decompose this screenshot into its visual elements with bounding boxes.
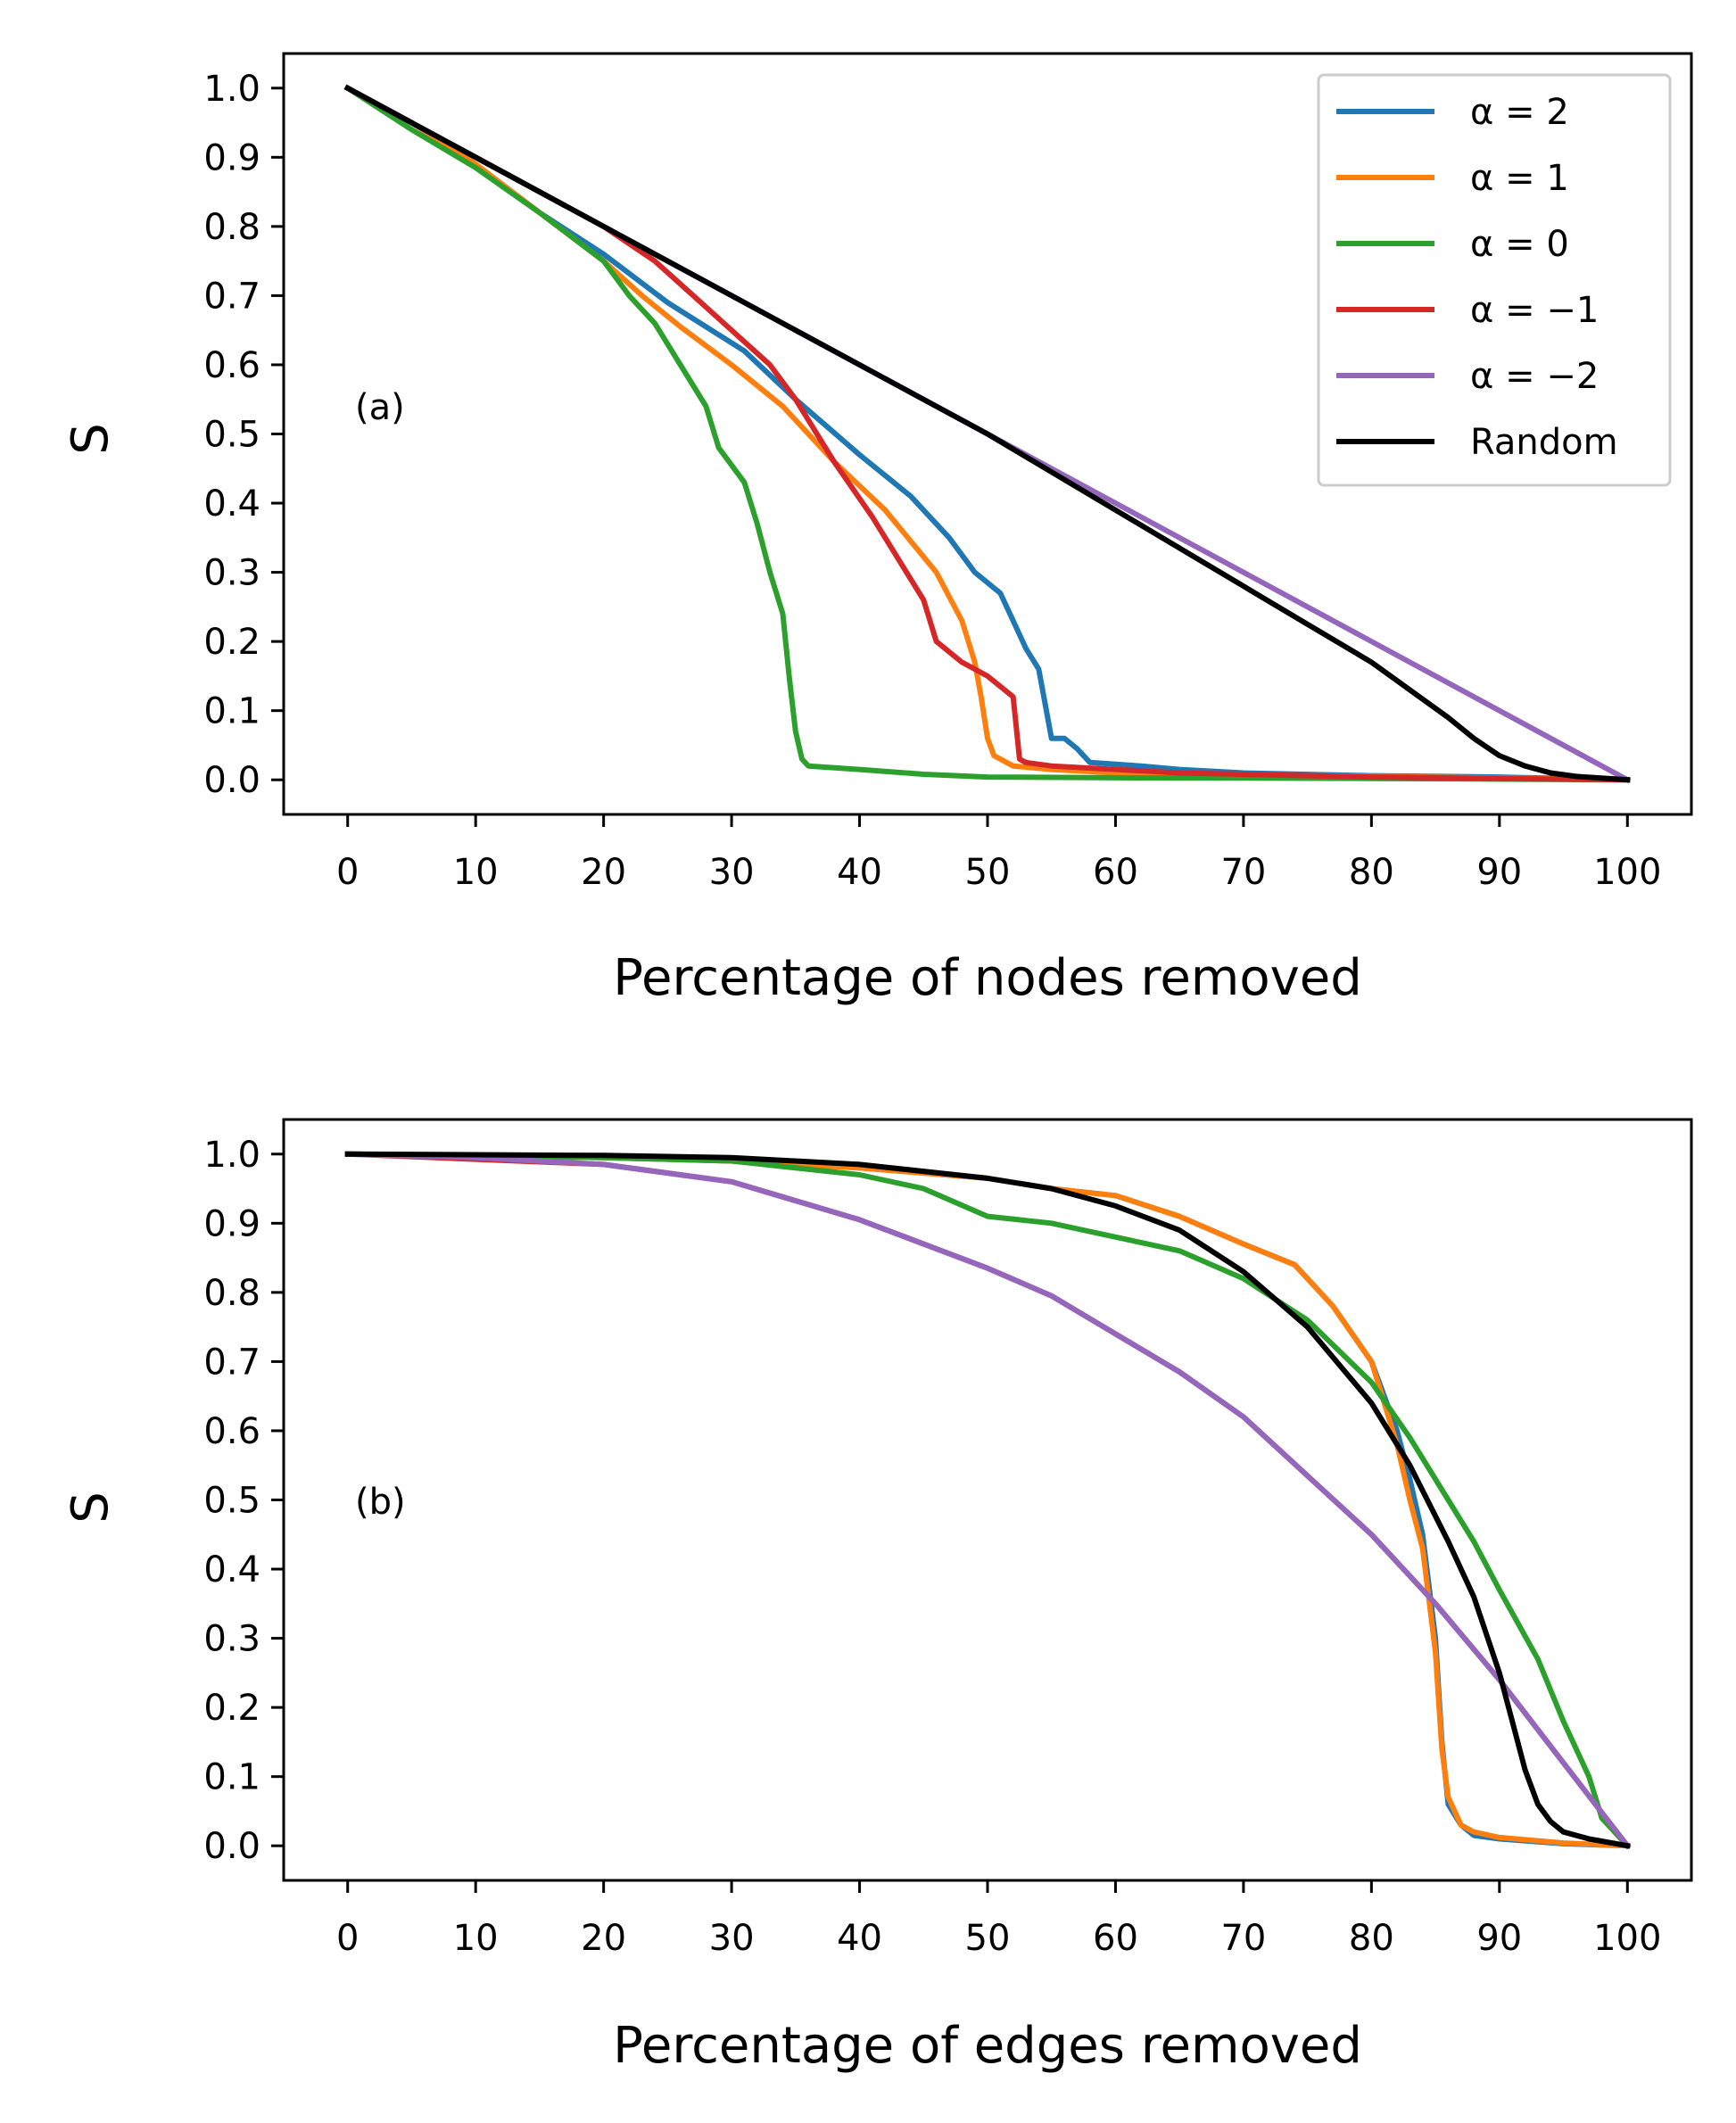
panel-a-x-tick-label: 90 (1476, 852, 1522, 893)
panel-a-x-tick-label: 40 (837, 852, 882, 893)
panel-a-x-axis-title: Percentage of nodes removed (613, 949, 1362, 1007)
panel-b-y-tick-label: 0.4 (203, 1549, 260, 1590)
panel-b-x-tick-label: 80 (1349, 1918, 1394, 1959)
legend-entry-alpha-1: α = 1 (1336, 158, 1569, 199)
panel-b-x-ticks: 0 10 20 30 40 50 60 70 80 90 100 (336, 1880, 1661, 1959)
svg-text:α = −2: α = −2 (1470, 356, 1599, 397)
panel-a-x-tick-label: 50 (965, 852, 1011, 893)
panel-b-y-tick-label: 0.9 (203, 1203, 260, 1244)
panel-a-y-tick-label: 0.1 (203, 691, 260, 732)
panel-b-y-tick-label: 0.2 (203, 1688, 260, 1729)
legend-entry-alpha-minus-2: α = −2 (1336, 356, 1599, 397)
panel-a-x-tick-label: 10 (453, 852, 499, 893)
panel-a-y-tick-label: 0.5 (203, 415, 260, 456)
panel-b-y-tick-label: 0.3 (203, 1619, 260, 1660)
panel-a-x-tick-label: 80 (1349, 852, 1394, 893)
panel-a-x-ticks: 0 10 20 30 40 50 60 70 80 90 100 (336, 814, 1661, 893)
panel-b-x-tick-label: 50 (965, 1918, 1011, 1959)
panel-a-y-tick-label: 0.3 (203, 553, 260, 594)
panel-b-x-tick-label: 0 (336, 1918, 359, 1959)
panel-a-x-tick-label: 0 (336, 852, 359, 893)
svg-text:α = −1: α = −1 (1470, 290, 1599, 331)
legend-entry-alpha-0: α = 0 (1336, 224, 1569, 265)
panel-a-label: (a) (355, 387, 405, 428)
panel-a-y-tick-label: 1.0 (203, 69, 260, 110)
panel-a-y-tick-label: 0.2 (203, 622, 260, 663)
panel-a-series (343, 84, 1632, 784)
panel-b-y-tick-label: 0.8 (203, 1273, 260, 1314)
panel-a-y-tick-label: 0.4 (203, 483, 260, 525)
svg-text:Random: Random (1470, 422, 1618, 463)
panel-a-x-tick-label: 100 (1593, 852, 1661, 893)
panel-b-series-random (344, 1151, 1631, 1849)
panel-b: 0 10 20 30 40 50 60 70 80 90 100 0.00.10.20.30.40.… (62, 1118, 1693, 2075)
panel-b-series (344, 1151, 1632, 1850)
panel-b-y-axis-title: S (62, 1491, 120, 1524)
panel-b-y-tick-label: 0.0 (203, 1826, 260, 1867)
panel-b-series-alpha-m2 (344, 1151, 1632, 1850)
svg-text:α = 2: α = 2 (1470, 92, 1569, 133)
panel-b-x-tick-label: 90 (1476, 1918, 1522, 1959)
panel-b-y-tick-label: 1.0 (203, 1135, 260, 1176)
panel-b-x-tick-label: 100 (1593, 1918, 1661, 1959)
panel-b-x-tick-label: 20 (581, 1918, 626, 1959)
panel-b-x-tick-label: 30 (709, 1918, 755, 1959)
panel-a-x-tick-label: 30 (709, 852, 755, 893)
panel-b-y-tick-label: 0.6 (203, 1411, 260, 1452)
panel-b-label: (b) (355, 1482, 406, 1523)
panel-b-y-tick-label: 0.5 (203, 1481, 260, 1522)
panel-a-series-random (343, 84, 1631, 783)
panel-b-x-tick-label: 60 (1093, 1918, 1138, 1959)
panel-a-y-axis-title: S (62, 423, 120, 455)
panel-a-y-tick-label: 0.8 (203, 207, 260, 248)
legend-entry-alpha-minus-1: α = −1 (1336, 290, 1599, 331)
panel-a-series-alpha-0 (343, 84, 1631, 783)
legend-entry-alpha-2: α = 2 (1336, 92, 1569, 133)
panel-b-x-tick-label: 70 (1220, 1918, 1266, 1959)
legend: α = 2 α = 1 α = 0 α = −1 α = −2 Random (1317, 73, 1672, 487)
panel-a-series-alpha-2 (343, 84, 1631, 783)
panel-a-x-tick-label: 20 (581, 852, 626, 893)
panel-a-y-tick-label: 0.7 (203, 276, 260, 317)
panel-b-x-tick-label: 10 (453, 1918, 499, 1959)
panel-b-y-tick-label: 0.1 (203, 1757, 260, 1798)
panel-b-x-tick-label: 40 (837, 1918, 882, 1959)
panel-b-y-ticks: 0.0 0.1 0.2 0.3 0.4 0.5 0.6 0.7 0.8 0.9 1.0 (203, 1135, 284, 1867)
panel-a: 0 10 20 30 40 50 60 70 80 90 100 0.00.10.20.30.40.… (62, 52, 1693, 1007)
svg-text:α = 0: α = 0 (1470, 224, 1569, 265)
panel-a-x-tick-label: 60 (1093, 852, 1138, 893)
panel-a-y-ticks: 0.0 0.1 0.2 0.3 0.4 0.5 0.6 0.7 0.8 0.9 1.0 (203, 69, 284, 801)
svg-text:α = 1: α = 1 (1470, 158, 1569, 199)
panel-b-y-tick-label: 0.7 (203, 1342, 260, 1383)
panel-a-series-alpha-m1 (343, 84, 1631, 783)
panel-b-x-axis-title: Percentage of edges removed (613, 2017, 1362, 2075)
panel-a-y-tick-label: 0.9 (203, 137, 260, 178)
legend-entry-random: Random (1336, 422, 1618, 463)
panel-b-series-alpha-0 (344, 1151, 1632, 1850)
panel-a-y-tick-label: 0.6 (203, 345, 260, 386)
panel-a-x-tick-label: 70 (1220, 852, 1266, 893)
panel-a-y-tick-label: 0.0 (203, 760, 260, 801)
